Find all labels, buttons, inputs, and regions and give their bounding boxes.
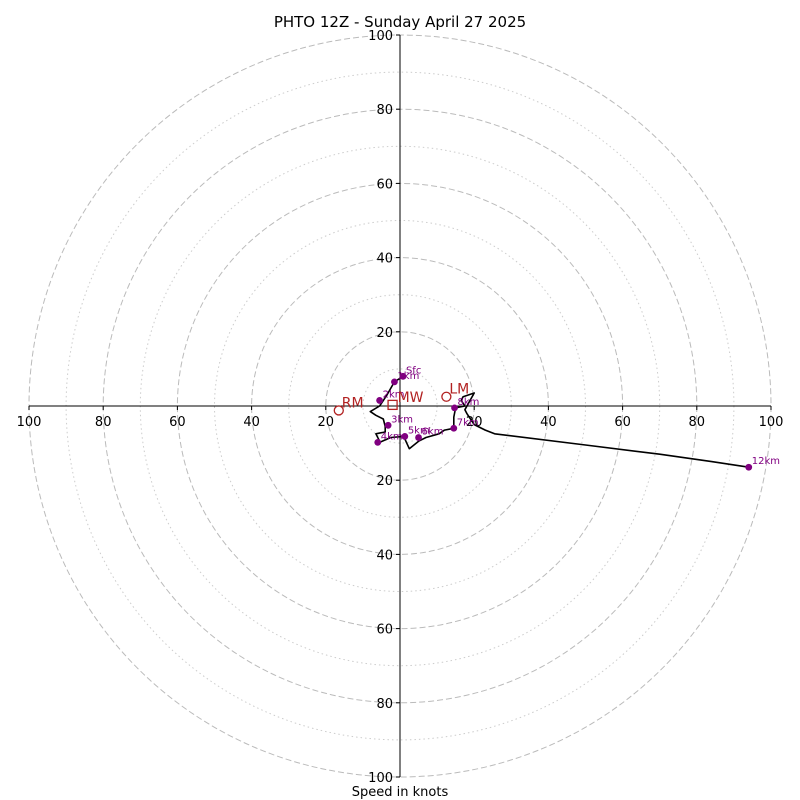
storm-motion-label: RM (342, 395, 364, 411)
storm-motion-mw-marker (387, 399, 398, 411)
height-marker-point (450, 424, 458, 432)
height-marker-label: 5km (408, 425, 430, 436)
tick-label: 100 (368, 29, 393, 44)
storm-motion-label: LM (449, 382, 469, 398)
height-marker-point (384, 421, 392, 429)
height-marker-point (374, 438, 382, 446)
height-marker-point (376, 397, 383, 404)
tick-label: 80 (95, 415, 112, 430)
tick-label: 40 (376, 548, 393, 563)
storm-motion-label: MW (398, 390, 424, 406)
chart-title: PHTO 12Z - Sunday April 27 2025 (274, 13, 526, 31)
height-marker-point (451, 404, 458, 412)
height-marker-label: 12km (752, 456, 780, 467)
tick-label: 40 (540, 415, 557, 430)
height-marker-label: 4km (381, 431, 403, 442)
tick-label: 60 (376, 623, 393, 638)
height-marker-point (399, 372, 407, 380)
x-axis-label: Speed in knots (352, 785, 449, 800)
height-marker-label: 2km (383, 389, 405, 400)
height-marker-point (745, 463, 753, 471)
height-marker-label: 6km (422, 427, 444, 438)
tick-label: 40 (243, 415, 260, 430)
hodograph-trace (369, 375, 749, 468)
tick-label: 80 (689, 415, 706, 430)
tick-label: 20 (376, 474, 393, 489)
storm-motion-point (441, 391, 452, 402)
tick-label: 100 (759, 415, 784, 430)
height-marker-label: Sfc (406, 365, 421, 376)
tick-label: 60 (376, 177, 393, 192)
height-marker-point (391, 378, 398, 386)
tick-label: 40 (376, 252, 393, 267)
axes (29, 35, 771, 777)
storm-motion-point (333, 405, 344, 416)
tick-label: 20 (376, 326, 393, 341)
height-marker-point (415, 434, 422, 441)
tick-label: 80 (376, 103, 393, 118)
height-marker-label: 7km (457, 417, 479, 428)
height-marker-label: 3km (391, 414, 413, 425)
tick-label: 100 (368, 771, 393, 786)
height-marker-label: 1km (397, 371, 419, 382)
tick-label: 100 (17, 415, 42, 430)
storm-motion-markers: RM LM MW (333, 382, 469, 416)
tick-label: 60 (169, 415, 186, 430)
height-marker-point (401, 433, 409, 440)
tick-label: 80 (376, 697, 393, 712)
height-marker-label: 8km (458, 397, 480, 408)
hodograph-line (369, 375, 749, 468)
tick-label: 20 (318, 415, 335, 430)
tick-label: 60 (614, 415, 631, 430)
